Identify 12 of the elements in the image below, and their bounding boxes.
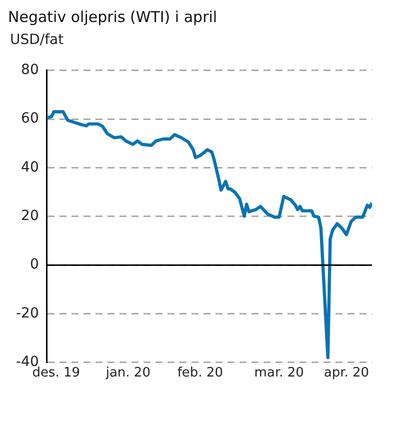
y-tick-label: -20 bbox=[16, 305, 39, 322]
y-tick-label: 80 bbox=[21, 62, 39, 78]
y-tick-label: 60 bbox=[21, 110, 39, 127]
y-tick-label: 20 bbox=[21, 208, 39, 224]
y-tick-label: 40 bbox=[21, 159, 39, 176]
x-tick-label: jan. 20 bbox=[104, 366, 150, 381]
x-tick-label: apr. 20 bbox=[324, 366, 370, 381]
chart-title: Negativ oljepris (WTI) i april bbox=[8, 8, 218, 28]
y-axis-title: USD/fat bbox=[9, 32, 65, 50]
y-tick-label: 0 bbox=[30, 256, 39, 273]
x-tick-label: mar. 20 bbox=[254, 366, 304, 381]
x-tick-label: feb. 20 bbox=[177, 366, 223, 381]
